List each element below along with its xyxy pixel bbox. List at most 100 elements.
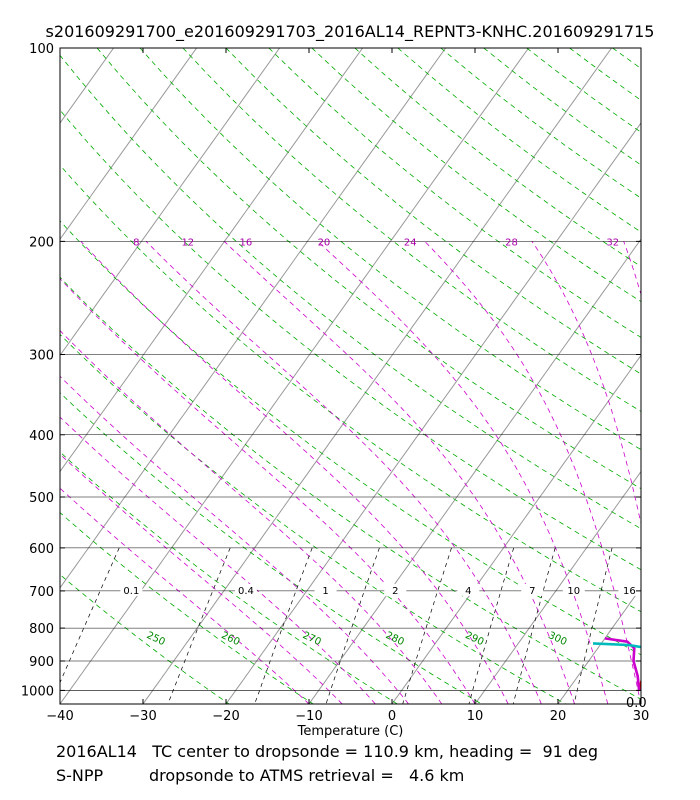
dry-adiabat-line: [397, 48, 641, 233]
moist-adiabat-line: [224, 241, 575, 704]
chart-title: s201609291700_e201609291703_2016AL14_REP…: [45, 22, 655, 41]
dry-adiabat-line: [268, 48, 641, 338]
sounding-line: [647, 48, 700, 690]
dry-adiabat-line: [60, 512, 314, 704]
isotherm-line: [640, 703, 641, 704]
dry-adiabat-line: [60, 333, 566, 704]
info-line-1: 2016AL14 TC center to dropsonde = 110.9 …: [56, 742, 599, 761]
mixing-ratio-line: [167, 547, 231, 704]
isotherm-line: [60, 48, 447, 589]
moist-adiabat-label: 16: [240, 237, 253, 248]
moist-adiabat-line: [623, 241, 641, 296]
mixing-ratio-label: 0.1: [123, 586, 139, 597]
x-tick-label: 0: [388, 709, 396, 724]
dry-adiabat-label: 300: [546, 630, 568, 648]
sounding-line: [604, 637, 641, 691]
dry-adiabat-line: [139, 48, 641, 451]
dry-adiabat-line: [526, 48, 641, 133]
mixing-ratio-line: [60, 547, 120, 684]
corner-label: 0.0: [626, 696, 647, 711]
isotherm-line: [60, 48, 115, 124]
mixing-ratio-line: [402, 547, 452, 704]
moist-adiabat-line: [60, 278, 476, 704]
mixing-ratio-line: [468, 547, 515, 704]
isotherm-line: [308, 238, 641, 704]
x-tick-label: −30: [129, 709, 156, 724]
dry-adiabat-line: [354, 48, 641, 267]
moist-adiabat-label: 20: [318, 237, 331, 248]
dry-adiabat-label: 290: [463, 630, 485, 648]
moist-adiabat-line: [60, 453, 343, 704]
dry-adiabat-line: [60, 220, 641, 656]
isotherm-line: [225, 122, 641, 704]
mixing-ratio-label: 4: [465, 586, 471, 597]
mixing-ratio-label: 16: [623, 586, 636, 597]
moist-adiabat-label: 24: [404, 237, 417, 248]
dry-adiabat-label: 280: [384, 630, 406, 648]
dry-adiabat-line: [60, 392, 482, 704]
y-tick-label: 900: [29, 655, 54, 670]
y-tick-label: 400: [29, 429, 54, 444]
moist-adiabat-line: [317, 241, 609, 704]
y-tick-label: 700: [29, 585, 54, 600]
info-line-2: S-NPP dropsonde to ATMS retrieval = 4.6 …: [56, 766, 465, 785]
dry-adiabat-line: [440, 48, 641, 199]
mixing-ratio-label: 10: [567, 586, 580, 597]
y-tick-label: 300: [29, 348, 54, 363]
moist-adiabat-line: [60, 416, 376, 704]
label-bg: [618, 583, 641, 596]
dry-adiabat-line: [60, 451, 398, 704]
y-tick-label: 600: [29, 542, 54, 557]
dry-adiabat-line: [60, 109, 641, 571]
isotherm-line: [0, 48, 31, 704]
moist-adiabat-line: [60, 375, 409, 704]
label-bg: [457, 583, 480, 596]
isotherm-line: [60, 48, 281, 357]
moist-adiabat-label: 28: [505, 237, 518, 248]
x-tick-label: −10: [295, 709, 322, 724]
x-tick-label: −40: [46, 709, 73, 724]
isotherm-line: [60, 48, 530, 704]
isotherm-line: [142, 48, 613, 704]
label-bg: [562, 583, 585, 596]
y-tick-label: 1000: [21, 684, 54, 699]
label-bg: [314, 583, 337, 596]
dry-adiabat-line: [60, 276, 641, 700]
x-tick-label: 20: [550, 709, 567, 724]
isotherm-line: [474, 470, 641, 704]
y-tick-label: 800: [29, 622, 54, 637]
moist-adiabat-line: [424, 241, 641, 704]
label-bg: [521, 583, 544, 596]
label-bg: [384, 583, 407, 596]
mixing-ratio-label: 2: [392, 586, 398, 597]
label-bg: [120, 583, 143, 596]
isotherm-line: [60, 48, 198, 241]
isotherm-line: [557, 587, 641, 704]
x-axis-label: Temperature (C): [297, 724, 404, 739]
moist-adiabat-line: [145, 241, 542, 704]
x-tick-label: 30: [633, 709, 650, 724]
dry-adiabat-line: [96, 48, 641, 490]
dry-adiabat-line: [225, 48, 641, 375]
y-tick-label: 200: [29, 235, 54, 250]
mixing-ratio-line: [512, 547, 556, 704]
dry-adiabat-line: [656, 48, 700, 704]
dry-adiabat-line: [60, 574, 230, 704]
dry-adiabat-line: [483, 48, 641, 166]
mixing-ratio-label: 1: [322, 586, 328, 597]
moist-adiabat-line: [80, 241, 509, 704]
dry-adiabat-line: [182, 48, 641, 412]
sounding-line: [637, 678, 641, 691]
plot-frame: [59, 47, 642, 705]
moist-adiabat-label: 8: [133, 237, 139, 248]
moist-adiabat-label: 12: [181, 237, 194, 248]
y-tick-label: 500: [29, 491, 54, 506]
dry-adiabat-label: 260: [219, 630, 241, 648]
mixing-ratio-label: 0.4: [238, 586, 254, 597]
isotherm-line: [60, 48, 364, 473]
mixing-ratio-line: [573, 547, 613, 704]
x-tick-label: 10: [467, 709, 484, 724]
dry-adiabat-line: [60, 164, 641, 613]
